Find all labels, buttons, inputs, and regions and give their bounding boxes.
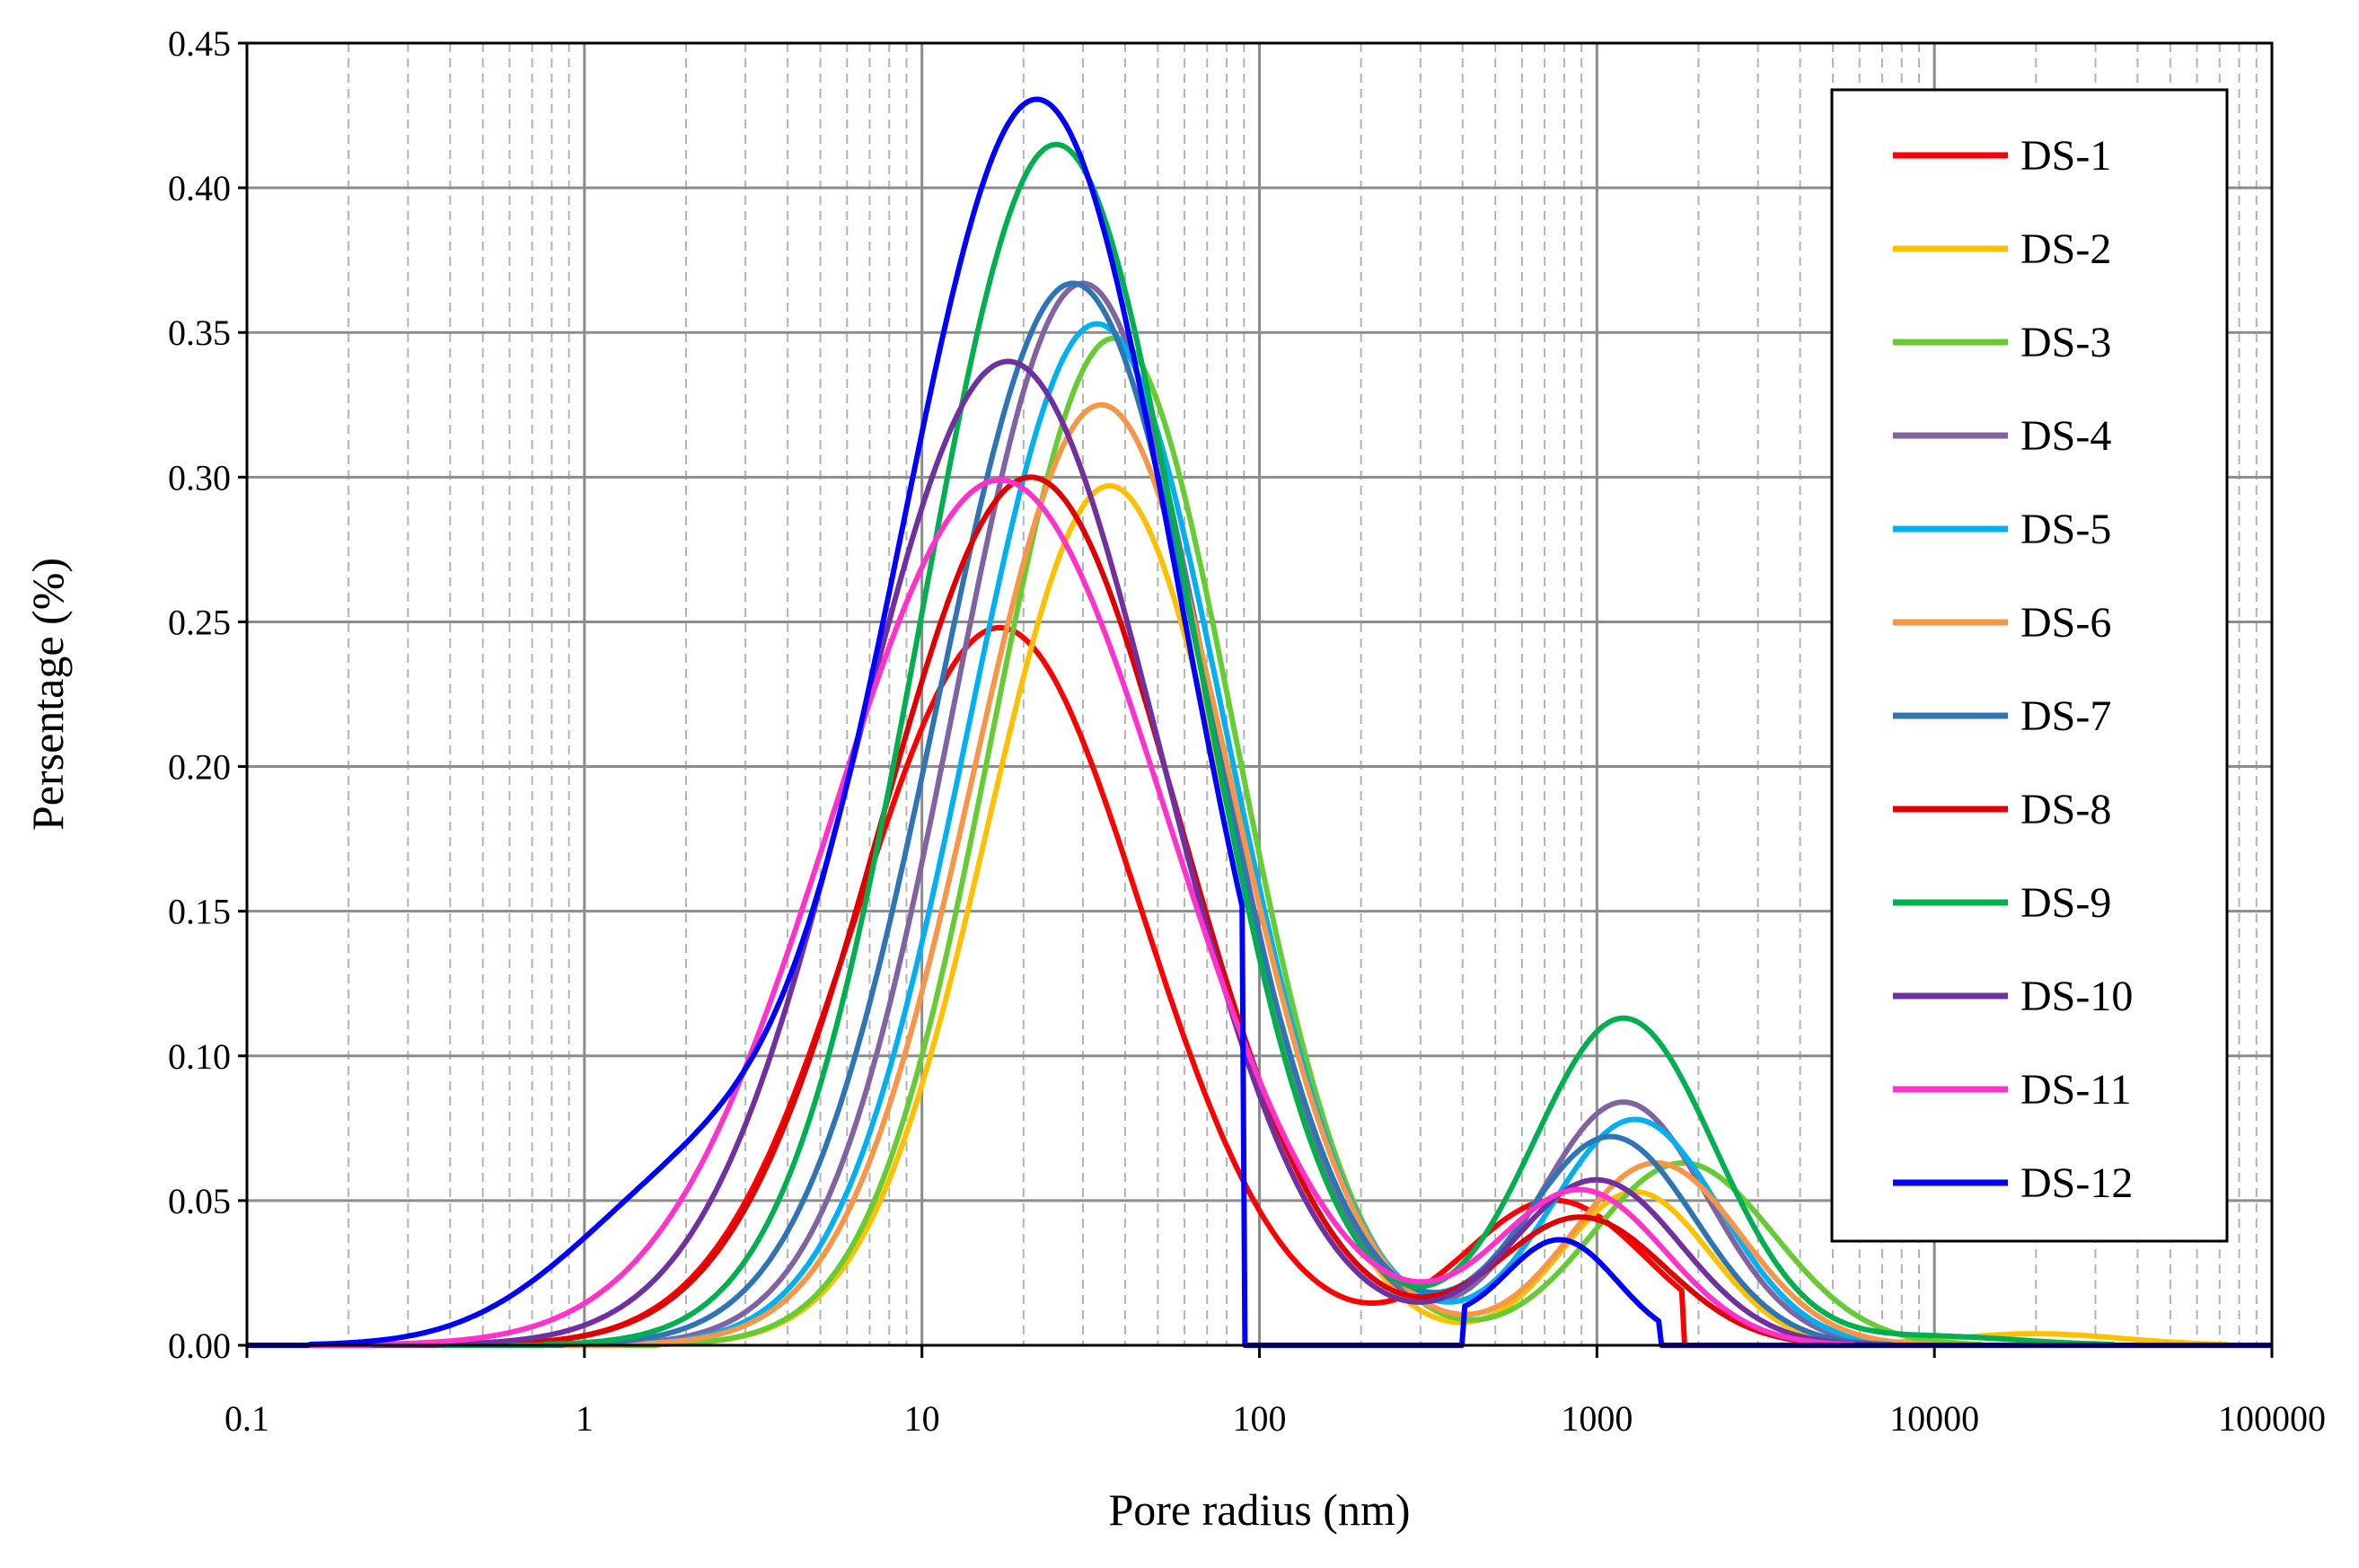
x-tick-label: 10000 (1889, 1398, 1979, 1439)
legend-label-ds-10: DS-10 (2020, 973, 2133, 1020)
series-line-ds-9 (247, 141, 2272, 1348)
legend-label-ds-5: DS-5 (2020, 506, 2111, 553)
x-tick-label: 10 (904, 1398, 940, 1439)
legend-label-ds-9: DS-9 (2020, 879, 2111, 927)
y-tick-label: 0.20 (168, 747, 231, 788)
legend: DS-1 DS-2 DS-3 DS-4 DS-5 DS-6 DS-7 DS-8 DS-9 DS-1… (1830, 88, 2229, 1243)
y-tick-label: 0.40 (168, 168, 231, 208)
legend-label-ds-4: DS-4 (2020, 412, 2111, 460)
y-tick-label: 0.05 (168, 1181, 231, 1221)
x-tick-label: 1 (576, 1398, 594, 1439)
y-tick-label: 0.15 (168, 892, 231, 932)
y-tick-labels: 0.00 0.05 0.10 0.15 0.20 0.25 0.30 0.35 0.40 0.45 (168, 23, 247, 1366)
y-tick-label: 0.30 (168, 457, 231, 498)
x-tick-label: 1000 (1561, 1398, 1633, 1439)
y-tick-label: 0.45 (168, 23, 231, 64)
legend-box (1830, 88, 2229, 1243)
y-tick-label: 0.10 (168, 1036, 231, 1077)
legend-label-ds-2: DS-2 (2020, 225, 2111, 273)
x-tick-label: 0.1 (224, 1398, 269, 1439)
x-tick-label: 100000 (2218, 1398, 2326, 1439)
legend-label-ds-8: DS-8 (2020, 786, 2111, 833)
x-tick-labels: 0.1 1 10 100 1000 10000 100000 (224, 1345, 2326, 1439)
legend-label-ds-1: DS-1 (2020, 132, 2111, 180)
y-tick-label: 0.25 (168, 602, 231, 642)
y-tick-label: 0.35 (168, 313, 231, 353)
y-axis-title: Persentage (%) (22, 558, 73, 831)
legend-label-ds-3: DS-3 (2020, 319, 2111, 366)
legend-label-ds-11: DS-11 (2020, 1066, 2132, 1114)
legend-label-ds-12: DS-12 (2020, 1159, 2133, 1207)
x-tick-label: 100 (1233, 1398, 1287, 1439)
legend-label-ds-6: DS-6 (2020, 599, 2111, 647)
y-tick-label: 0.00 (168, 1326, 231, 1366)
x-axis-title: Pore radius (nm) (1108, 1484, 1410, 1535)
legend-label-ds-7: DS-7 (2020, 692, 2111, 740)
